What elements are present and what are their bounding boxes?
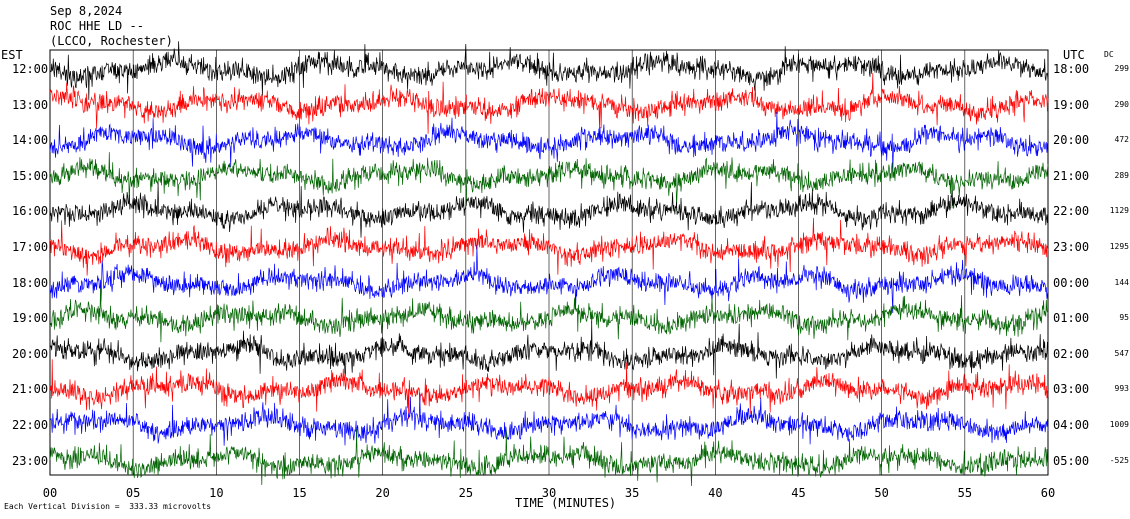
est-tick-label: 21:00 xyxy=(12,382,49,397)
seismic-trace-2300 xyxy=(49,429,1049,487)
est-tick-label: 17:00 xyxy=(12,240,49,254)
utc-tick-label: 21:00 xyxy=(1053,168,1090,183)
x-tick-label: 15 xyxy=(292,486,307,500)
seismic-trace-1900 xyxy=(49,288,1049,343)
x-tick-label: 40 xyxy=(708,486,723,500)
dc-axis-title: DC xyxy=(1104,50,1114,59)
utc-tick-label: 22:00 xyxy=(1053,204,1090,219)
dc-offset-label: 299 xyxy=(1114,64,1129,73)
dc-offset-label: 472 xyxy=(1114,135,1129,145)
x-tick-label: 05 xyxy=(125,486,141,500)
x-tick-label: 30 xyxy=(541,486,557,500)
x-tick-label: 25 xyxy=(458,486,474,500)
seismic-trace-1500 xyxy=(49,152,1049,211)
seismic-trace-2100 xyxy=(49,359,1049,420)
utc-tick-label: 03:00 xyxy=(1053,382,1090,397)
est-tick-label: 18:00 xyxy=(12,275,49,290)
seismic-trace-1200 xyxy=(49,41,1049,100)
seismic-trace-2200 xyxy=(49,392,1049,446)
utc-tick-label: 20:00 xyxy=(1053,133,1090,148)
x-tick-label: 00 xyxy=(42,486,58,500)
station-label: ROC HHE LD -- xyxy=(50,19,144,33)
x-tick-label: 55 xyxy=(957,486,973,500)
est-tick-label: 23:00 xyxy=(12,453,49,468)
x-tick-label: 45 xyxy=(791,486,806,500)
dc-offset-label: 1009 xyxy=(1109,420,1129,429)
est-tick-label: 15:00 xyxy=(12,168,49,183)
dc-offset-label: 290 xyxy=(1114,99,1129,109)
dc-offset-label: -525 xyxy=(1109,455,1129,465)
seismic-trace-1400 xyxy=(49,111,1049,173)
x-tick-label: 50 xyxy=(874,486,889,500)
dc-offset-label: 993 xyxy=(1114,384,1129,394)
est-tick-label: 14:00 xyxy=(12,133,49,148)
est-axis-title: EST xyxy=(1,48,23,62)
x-axis-title: TIME (MINUTES) xyxy=(515,496,617,510)
location-label: (LCCO, Rochester) xyxy=(50,34,173,48)
x-tick-label: 35 xyxy=(624,486,640,500)
seismic-trace-1300 xyxy=(49,72,1049,134)
est-tick-label: 20:00 xyxy=(12,346,49,361)
utc-tick-label: 01:00 xyxy=(1053,311,1090,326)
dc-offset-label: 1129 xyxy=(1109,206,1129,216)
dc-offset-label: 144 xyxy=(1114,277,1129,287)
utc-tick-label: 23:00 xyxy=(1053,240,1090,254)
seismic-trace-1700 xyxy=(49,217,1049,276)
dc-offset-label: 95 xyxy=(1119,313,1129,323)
seismic-trace-1600 xyxy=(49,182,1049,238)
x-tick-label: 60 xyxy=(1040,486,1056,500)
x-tick-label: 10 xyxy=(209,486,224,500)
est-tick-label: 16:00 xyxy=(12,204,49,219)
est-tick-label: 12:00 xyxy=(12,62,49,76)
est-tick-label: 13:00 xyxy=(12,97,49,112)
utc-tick-label: 19:00 xyxy=(1053,97,1090,112)
dc-offset-label: 1295 xyxy=(1109,242,1129,251)
utc-tick-label: 05:00 xyxy=(1053,453,1090,468)
x-tick-label: 20 xyxy=(375,486,390,500)
utc-tick-label: 00:00 xyxy=(1053,275,1090,290)
scale-footnote: Each Vertical Division = 333.33 microvol… xyxy=(4,502,212,511)
utc-tick-label: 18:00 xyxy=(1053,62,1090,76)
date-label: Sep 8,2024 xyxy=(50,4,123,18)
est-tick-label: 22:00 xyxy=(12,418,49,432)
est-tick-label: 19:00 xyxy=(12,311,49,326)
dc-offset-label: 547 xyxy=(1114,348,1129,358)
utc-tick-label: 02:00 xyxy=(1053,346,1090,361)
utc-axis-title: UTC xyxy=(1063,48,1085,62)
utc-tick-label: 04:00 xyxy=(1053,418,1090,432)
seismic-trace-2000 xyxy=(49,321,1049,381)
dc-offset-label: 289 xyxy=(1114,170,1129,180)
seismic-trace-1800 xyxy=(49,244,1049,314)
